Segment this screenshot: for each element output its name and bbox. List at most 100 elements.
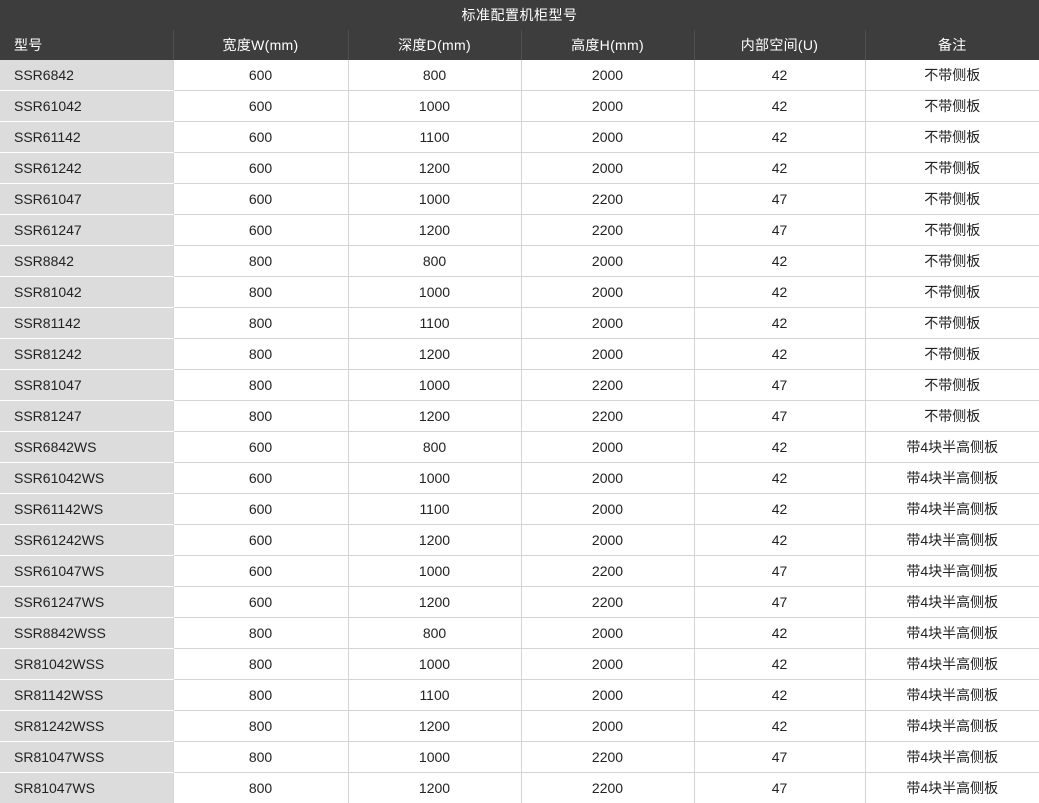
cell-space: 47 xyxy=(694,556,865,587)
cell-model: SR81142WSS xyxy=(0,680,173,711)
cell-space: 42 xyxy=(694,649,865,680)
cell-depth: 1200 xyxy=(348,153,521,184)
cell-space: 42 xyxy=(694,91,865,122)
cell-width: 800 xyxy=(173,277,348,308)
cell-model: SR81047WS xyxy=(0,773,173,803)
cell-width: 600 xyxy=(173,60,348,91)
cell-depth: 1000 xyxy=(348,742,521,773)
cell-remark: 不带侧板 xyxy=(865,60,1039,91)
cell-space: 42 xyxy=(694,618,865,649)
cell-space: 42 xyxy=(694,680,865,711)
cell-height: 2200 xyxy=(521,401,694,432)
table-title-row: 标准配置机柜型号 xyxy=(0,0,1039,30)
cell-model: SSR61047 xyxy=(0,184,173,215)
cell-height: 2000 xyxy=(521,277,694,308)
cell-space: 47 xyxy=(694,215,865,246)
cell-remark: 不带侧板 xyxy=(865,91,1039,122)
cell-height: 2000 xyxy=(521,153,694,184)
cell-remark: 带4块半高侧板 xyxy=(865,649,1039,680)
cell-depth: 1000 xyxy=(348,184,521,215)
cell-height: 2000 xyxy=(521,680,694,711)
cell-depth: 800 xyxy=(348,60,521,91)
cell-depth: 1000 xyxy=(348,556,521,587)
cell-remark: 带4块半高侧板 xyxy=(865,680,1039,711)
cell-width: 800 xyxy=(173,680,348,711)
cell-model: SSR81247 xyxy=(0,401,173,432)
cell-height: 2000 xyxy=(521,339,694,370)
cell-model: SSR61042 xyxy=(0,91,173,122)
cell-remark: 不带侧板 xyxy=(865,339,1039,370)
cell-height: 2000 xyxy=(521,525,694,556)
cell-height: 2000 xyxy=(521,711,694,742)
cell-remark: 带4块半高侧板 xyxy=(865,494,1039,525)
cell-model: SSR81042 xyxy=(0,277,173,308)
cell-depth: 1100 xyxy=(348,494,521,525)
table-title: 标准配置机柜型号 xyxy=(0,0,1039,30)
cell-space: 42 xyxy=(694,494,865,525)
cell-width: 600 xyxy=(173,91,348,122)
cell-depth: 1000 xyxy=(348,649,521,680)
cell-width: 800 xyxy=(173,649,348,680)
cell-remark: 带4块半高侧板 xyxy=(865,773,1039,803)
cell-depth: 800 xyxy=(348,432,521,463)
cell-model: SSR6842WS xyxy=(0,432,173,463)
cell-model: SSR6842 xyxy=(0,60,173,91)
cell-space: 42 xyxy=(694,246,865,277)
cell-remark: 带4块半高侧板 xyxy=(865,742,1039,773)
cell-space: 47 xyxy=(694,184,865,215)
cell-width: 600 xyxy=(173,153,348,184)
cell-space: 47 xyxy=(694,773,865,803)
cell-depth: 1200 xyxy=(348,401,521,432)
cell-model: SSR8842 xyxy=(0,246,173,277)
cell-remark: 不带侧板 xyxy=(865,122,1039,153)
cell-depth: 1100 xyxy=(348,680,521,711)
cell-remark: 不带侧板 xyxy=(865,370,1039,401)
cell-height: 2000 xyxy=(521,308,694,339)
cell-remark: 带4块半高侧板 xyxy=(865,711,1039,742)
cell-space: 42 xyxy=(694,463,865,494)
cell-remark: 带4块半高侧板 xyxy=(865,463,1039,494)
cell-height: 2000 xyxy=(521,618,694,649)
cell-width: 800 xyxy=(173,246,348,277)
cell-height: 2200 xyxy=(521,215,694,246)
column-header-depth: 深度D(mm) xyxy=(348,30,521,60)
cell-height: 2200 xyxy=(521,773,694,803)
column-header-width: 宽度W(mm) xyxy=(173,30,348,60)
table-header: 标准配置机柜型号 型号 宽度W(mm) 深度D(mm) 高度H(mm) 内部空间… xyxy=(0,0,1039,60)
cell-width: 800 xyxy=(173,401,348,432)
cell-remark: 不带侧板 xyxy=(865,215,1039,246)
cell-width: 800 xyxy=(173,711,348,742)
cell-width: 600 xyxy=(173,587,348,618)
cell-height: 2200 xyxy=(521,742,694,773)
cell-remark: 不带侧板 xyxy=(865,246,1039,277)
cell-height: 2000 xyxy=(521,122,694,153)
cell-depth: 800 xyxy=(348,618,521,649)
cell-height: 2000 xyxy=(521,463,694,494)
cell-model: SSR81047 xyxy=(0,370,173,401)
cell-width: 600 xyxy=(173,432,348,463)
cell-depth: 800 xyxy=(348,246,521,277)
cell-depth: 1200 xyxy=(348,215,521,246)
cell-height: 2000 xyxy=(521,91,694,122)
cell-remark: 不带侧板 xyxy=(865,277,1039,308)
cell-depth: 1000 xyxy=(348,277,521,308)
cell-depth: 1000 xyxy=(348,463,521,494)
cell-model: SSR61042WS xyxy=(0,463,173,494)
cell-depth: 1100 xyxy=(348,122,521,153)
cell-height: 2200 xyxy=(521,556,694,587)
cell-depth: 1200 xyxy=(348,587,521,618)
cell-model: SR81242WSS xyxy=(0,711,173,742)
